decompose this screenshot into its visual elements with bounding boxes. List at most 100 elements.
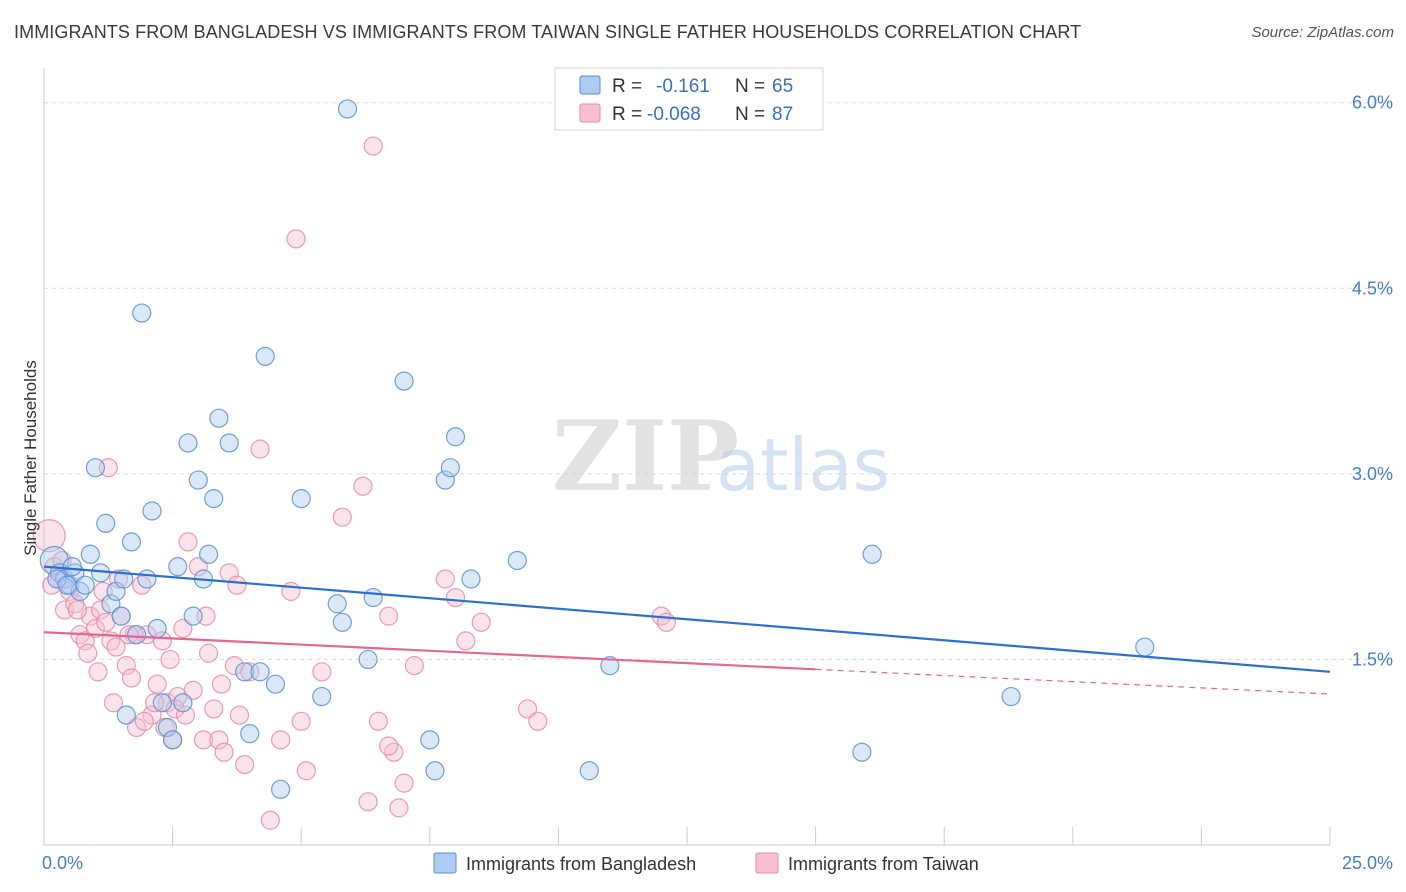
legend-r-value-2: -0.068 — [647, 104, 701, 125]
data-point — [111, 606, 131, 626]
data-point — [147, 618, 167, 639]
data-point — [52, 550, 72, 571]
data-point — [126, 625, 147, 645]
data-point — [96, 513, 116, 533]
data-point — [209, 730, 229, 750]
y-tick-label: 4.5% — [1352, 278, 1393, 298]
data-point — [178, 433, 198, 453]
data-point — [379, 736, 399, 756]
data-point — [32, 519, 66, 553]
data-point — [132, 575, 152, 595]
data-point — [358, 649, 378, 670]
data-point — [116, 656, 136, 676]
data-point — [67, 600, 88, 620]
data-point — [517, 699, 538, 719]
y-axis-label: Single Father Households — [21, 360, 40, 556]
data-point — [389, 798, 409, 818]
data-point — [286, 229, 306, 249]
data-point — [368, 711, 388, 731]
chart-title: IMMIGRANTS FROM BANGLADESH VS IMMIGRANTS… — [14, 22, 1082, 42]
data-point — [108, 569, 129, 589]
data-point — [235, 662, 255, 682]
legend-n-value-1: 65 — [772, 76, 793, 97]
data-point — [440, 458, 460, 478]
data-point — [327, 594, 347, 614]
data-point — [420, 730, 440, 750]
data-point — [332, 507, 352, 527]
data-point — [193, 730, 214, 750]
data-point — [137, 569, 157, 589]
trend-line-taiwan-extension — [815, 668, 1331, 695]
x-tick-label-start: 0.0% — [42, 853, 83, 873]
trend-line-bangladesh — [43, 565, 1331, 673]
data-point — [337, 99, 358, 119]
data-point — [47, 569, 67, 589]
data-point — [332, 612, 352, 632]
data-point — [363, 136, 383, 156]
data-point — [116, 705, 136, 725]
data-point — [173, 618, 193, 639]
data-point — [214, 742, 234, 762]
data-point — [435, 470, 455, 490]
watermark-atlas: atlas — [716, 423, 890, 507]
trend-line-taiwan — [43, 631, 816, 671]
y-tick-label: 6.0% — [1352, 93, 1393, 113]
data-point — [358, 792, 378, 812]
data-point — [471, 612, 491, 632]
data-point — [152, 631, 172, 651]
data-point — [152, 693, 172, 713]
legend-box: R = -0.161 N = 65 R = -0.068 N = 87 — [554, 67, 824, 131]
data-point — [394, 773, 414, 793]
data-point — [281, 581, 301, 601]
data-point — [199, 544, 219, 564]
legend-n-label-2: N = — [735, 104, 765, 125]
watermark-zip: ZIP — [552, 400, 739, 513]
data-point — [175, 705, 196, 725]
data-point — [168, 557, 188, 577]
data-point — [296, 761, 316, 781]
data-point — [101, 594, 121, 614]
bottom-legend-swatch-pink — [755, 852, 779, 874]
data-point — [90, 600, 111, 620]
data-point — [163, 730, 183, 750]
data-point — [173, 693, 193, 713]
data-point — [250, 439, 270, 459]
data-point — [271, 779, 291, 799]
data-point — [456, 631, 476, 651]
data-point — [106, 637, 126, 657]
data-point — [240, 724, 260, 744]
data-point — [147, 674, 167, 694]
data-point — [507, 550, 527, 571]
grid-lines — [44, 102, 1392, 660]
legend-n-value-2: 87 — [772, 104, 793, 125]
legend-swatch-blue — [579, 75, 601, 95]
data-point — [121, 532, 142, 552]
data-point — [119, 625, 139, 645]
data-point — [142, 501, 162, 521]
data-point — [178, 532, 198, 552]
trend-lines — [43, 565, 1331, 695]
data-point — [75, 575, 95, 595]
data-point — [80, 544, 100, 564]
data-point — [240, 662, 260, 682]
data-point — [363, 587, 383, 608]
data-point — [312, 662, 332, 682]
data-point — [183, 606, 203, 626]
data-point — [88, 662, 108, 682]
data-point — [250, 662, 270, 682]
data-point — [291, 711, 311, 731]
legend-swatch-pink — [579, 103, 601, 123]
data-point — [85, 618, 106, 639]
data-point — [199, 643, 219, 663]
data-point — [312, 686, 332, 707]
data-point — [157, 717, 178, 738]
data-point — [862, 544, 882, 564]
data-point — [235, 754, 255, 775]
legend-r-label-2: R = — [612, 104, 642, 125]
data-point — [528, 711, 548, 731]
data-point — [204, 699, 224, 719]
data-point — [265, 674, 286, 694]
data-point — [85, 458, 106, 478]
data-point — [144, 693, 165, 713]
data-point — [211, 674, 232, 694]
